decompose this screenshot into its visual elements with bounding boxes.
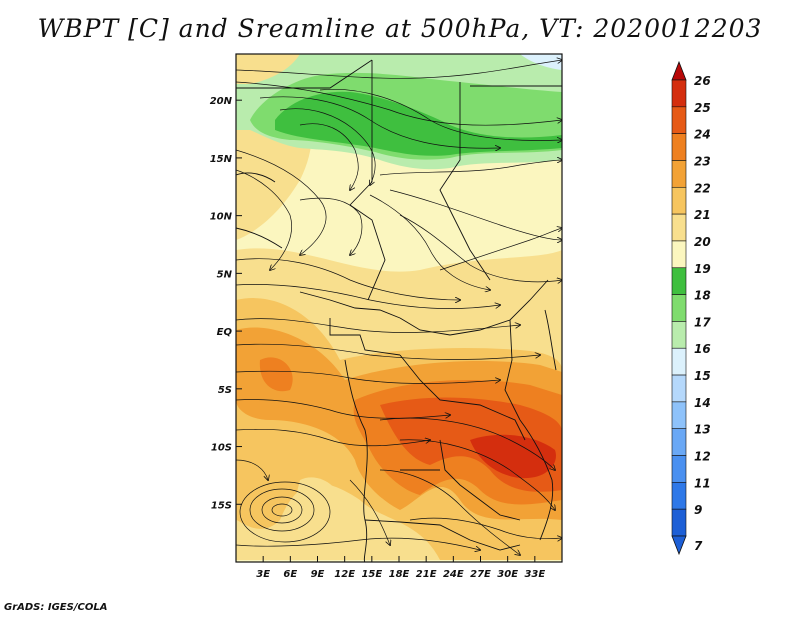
colorbar-label: 22 <box>694 181 711 195</box>
lon-tick-label: 6E <box>283 569 297 580</box>
colorbar-label: 11 <box>694 476 711 490</box>
longitude-axis: 3E 6E 9E 12E 15E 18E 21E 24E 27E 30E 33E <box>256 556 545 580</box>
colorbar-swatch <box>671 455 687 483</box>
colorbar-swatch <box>671 347 687 376</box>
lon-tick-label: 15E <box>361 569 382 580</box>
lon-tick-label: 3E <box>256 569 270 580</box>
lon-tick-label: 18E <box>389 569 410 580</box>
colorbar-top-triangle <box>671 60 687 81</box>
country-borders <box>236 59 562 562</box>
lon-tick-label: 30E <box>497 569 518 580</box>
colorbar-swatch <box>671 294 687 322</box>
lon-tick-label: 9E <box>311 569 325 580</box>
colorbar-label: 14 <box>694 396 711 410</box>
colorbar-label: 25 <box>694 101 711 115</box>
lat-tick-label: 10N <box>210 212 233 223</box>
colorbar-swatch <box>671 321 687 349</box>
colorbar-label: 7 <box>694 539 703 553</box>
wbpt-field <box>236 54 562 562</box>
streamlines <box>236 60 562 555</box>
colorbar-swatch <box>671 133 687 161</box>
colorbar-label: 18 <box>694 289 711 303</box>
colorbar-label: 20 <box>694 235 711 249</box>
lon-tick-label: 12E <box>334 569 355 580</box>
colorbar-swatch <box>671 186 687 215</box>
lat-tick-label: 20N <box>210 96 233 107</box>
lat-tick-label: 5S <box>218 385 232 396</box>
grads-credit: GrADS: IGES/COLA <box>4 602 108 613</box>
colorbar-swatch <box>671 508 687 537</box>
colorbar-label: 16 <box>694 342 711 356</box>
map-title: WBPT [C] and Sreamline at 500hPa, VT: 20… <box>37 14 763 43</box>
colorbar-label: 13 <box>694 423 711 437</box>
colorbar-swatch <box>671 79 687 108</box>
colorbar-label: 19 <box>694 262 711 276</box>
colorbar-label: 21 <box>694 208 711 222</box>
colorbar-swatch <box>671 374 687 403</box>
lat-tick-label: 10S <box>211 443 232 454</box>
colorbar-swatch <box>671 160 687 188</box>
lon-tick-label: 24E <box>443 569 464 580</box>
colorbar-swatch <box>671 106 687 134</box>
lon-tick-label: 33E <box>524 569 545 580</box>
lat-tick-label: 15N <box>210 154 233 165</box>
colorbar-label: 26 <box>694 74 711 88</box>
lat-tick-label: EQ <box>217 327 233 338</box>
colorbar-label: 17 <box>694 315 711 329</box>
latitude-axis: 20N 15N 10N 5N EQ 5S 10S 15S <box>210 96 242 511</box>
lon-tick-label: 21E <box>416 569 437 580</box>
colorbar-swatch <box>671 482 687 510</box>
lat-tick-label: 5N <box>217 269 233 280</box>
colorbar-label: 12 <box>694 450 711 464</box>
colorbar-swatch <box>671 267 687 295</box>
colorbar-bottom-triangle <box>671 535 687 556</box>
lat-tick-label: 15S <box>211 500 232 511</box>
lon-tick-label: 27E <box>470 569 491 580</box>
colorbar-swatch <box>671 240 687 269</box>
colorbar-label: 9 <box>694 503 702 517</box>
colorbar-swatch <box>671 213 687 242</box>
colorbar-label: 23 <box>694 154 711 168</box>
colorbar-label: 15 <box>694 369 711 383</box>
colorbar-swatch <box>671 428 687 456</box>
colorbar: 26 25 24 23 22 21 20 19 18 17 16 15 14 13 12 11 9 7 <box>671 60 711 556</box>
colorbar-label: 24 <box>694 128 711 142</box>
colorbar-swatch <box>671 401 687 430</box>
